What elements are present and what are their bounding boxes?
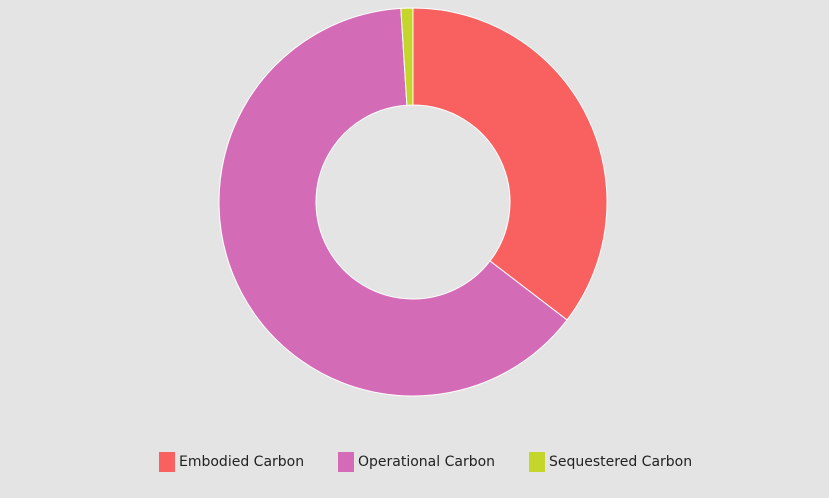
legend-item-embodied-carbon[interactable]: Embodied Carbon <box>159 451 304 473</box>
legend-swatch-operational-carbon <box>338 452 354 472</box>
legend-label-operational-carbon: Operational Carbon <box>358 454 496 470</box>
legend-item-operational-carbon[interactable]: Operational Carbon <box>338 451 495 473</box>
slice-group <box>218 7 608 397</box>
slice-sequestered-carbon[interactable] <box>400 7 414 106</box>
legend-item-sequestered-carbon[interactable]: Sequestered Carbon <box>529 451 692 473</box>
legend: Embodied Carbon Operational Carbon Seque… <box>0 451 829 473</box>
legend-label-embodied-carbon: Embodied Carbon <box>179 454 305 470</box>
legend-swatch-sequestered-carbon <box>529 452 545 472</box>
legend-swatch-embodied-carbon <box>159 452 175 472</box>
slice-embodied-carbon[interactable] <box>412 7 608 321</box>
slice-operational-carbon[interactable] <box>218 7 568 397</box>
legend-label-sequestered-carbon: Sequestered Carbon <box>549 454 693 470</box>
